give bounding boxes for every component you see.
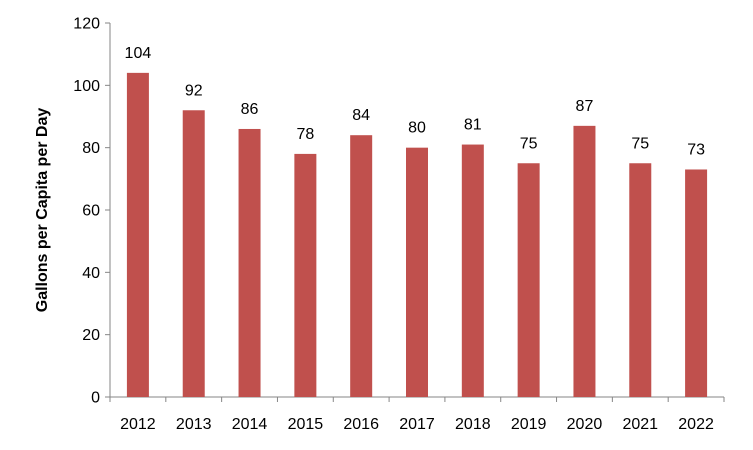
y-tick-label: 80: [82, 140, 100, 157]
bar-2019: [517, 163, 540, 397]
data-label-2019: 75: [520, 135, 538, 152]
bar-2021: [629, 163, 652, 397]
data-label-2021: 75: [631, 135, 649, 152]
bar-2020: [573, 125, 596, 397]
x-tick-label-2021: 2021: [622, 416, 658, 433]
y-tick-label: 20: [82, 327, 100, 344]
data-label-2013: 92: [185, 82, 203, 99]
bar-2022: [685, 169, 708, 397]
data-label-2016: 84: [352, 107, 370, 124]
data-label-2018: 81: [464, 117, 482, 134]
data-label-2022: 73: [687, 141, 705, 158]
bar-2014: [238, 128, 261, 397]
x-tick-label-2020: 2020: [567, 416, 603, 433]
data-label-2014: 86: [241, 101, 259, 118]
data-label-2020: 87: [576, 98, 594, 115]
y-axis-title: Gallons per Capita per Day: [34, 108, 51, 313]
y-tick-label: 40: [82, 265, 100, 282]
data-label-2015: 78: [296, 126, 314, 143]
x-tick-label-2019: 2019: [511, 416, 547, 433]
bar-2013: [182, 110, 205, 398]
bar-2018: [461, 144, 484, 397]
y-tick-label: 0: [91, 390, 100, 407]
x-tick-label-2013: 2013: [176, 416, 212, 433]
bar-2016: [350, 135, 373, 397]
data-label-2017: 80: [408, 120, 426, 137]
y-tick-label: 100: [73, 78, 100, 95]
x-tick-label-2012: 2012: [120, 416, 156, 433]
bar-2012: [126, 72, 149, 397]
x-tick-label-2016: 2016: [343, 416, 379, 433]
bar-2017: [406, 147, 428, 397]
x-tick-label-2018: 2018: [455, 416, 491, 433]
y-tick-label: 120: [73, 16, 100, 33]
x-tick-label-2022: 2022: [678, 416, 714, 433]
data-label-2012: 104: [125, 45, 152, 62]
x-tick-label-2014: 2014: [232, 416, 268, 433]
x-tick-label-2015: 2015: [288, 416, 324, 433]
x-tick-label-2017: 2017: [399, 416, 435, 433]
y-tick-label: 60: [82, 203, 100, 220]
bar-2015: [294, 153, 317, 397]
